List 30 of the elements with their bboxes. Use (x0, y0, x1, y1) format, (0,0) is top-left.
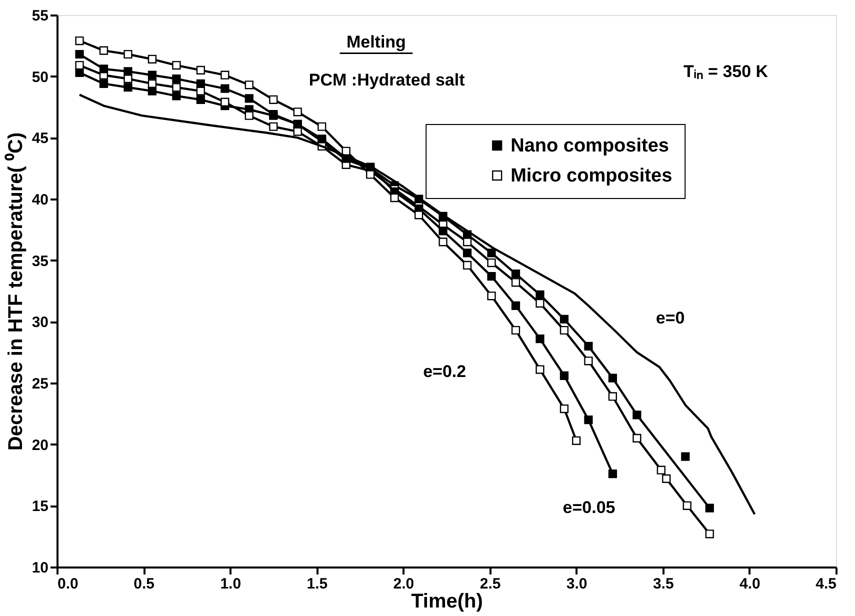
y-tick-label: 10 (32, 560, 48, 576)
x-tick-label: 0.0 (58, 576, 78, 592)
y-tick-label: 30 (32, 314, 48, 332)
y-tick-label: 55 (32, 8, 48, 24)
annotation: e=0 (656, 308, 685, 328)
y-axis-title: Decrease in HTF temperature( ⁰C) (4, 132, 27, 451)
x-tick-label: 2.0 (393, 576, 414, 592)
annotation: Melting (346, 32, 406, 52)
y-tick-label: 25 (32, 376, 48, 392)
x-tick-label: 0.5 (134, 576, 154, 592)
y-tick-label: 50 (32, 68, 48, 86)
y-tick-label: 15 (32, 498, 48, 516)
y-tick-label: 20 (32, 436, 48, 454)
x-tick-label: 1.5 (306, 576, 328, 592)
legend-label: Nano composites (510, 136, 669, 156)
annotation: PCM :Hydrated salt (308, 70, 466, 90)
x-tick-label: 4.0 (740, 576, 760, 592)
annotation: e=0.2 (423, 362, 466, 381)
y-tick-label: 45 (32, 130, 48, 148)
x-axis-title: Time(h) (411, 590, 483, 612)
annotation: Tᵢₙ = 350 K (684, 62, 769, 82)
x-tick-label: 4.5 (816, 576, 836, 592)
x-tick-label: 2.5 (480, 576, 501, 592)
x-tick-label: 3.0 (566, 576, 588, 592)
legend-label: Micro composites (510, 166, 672, 186)
x-tick-label: 1.0 (220, 576, 242, 592)
x-tick-label: 3.5 (652, 576, 674, 592)
y-tick-label: 40 (32, 192, 48, 208)
y-tick-label: 35 (32, 252, 48, 270)
annotation: e=0.05 (562, 498, 616, 518)
